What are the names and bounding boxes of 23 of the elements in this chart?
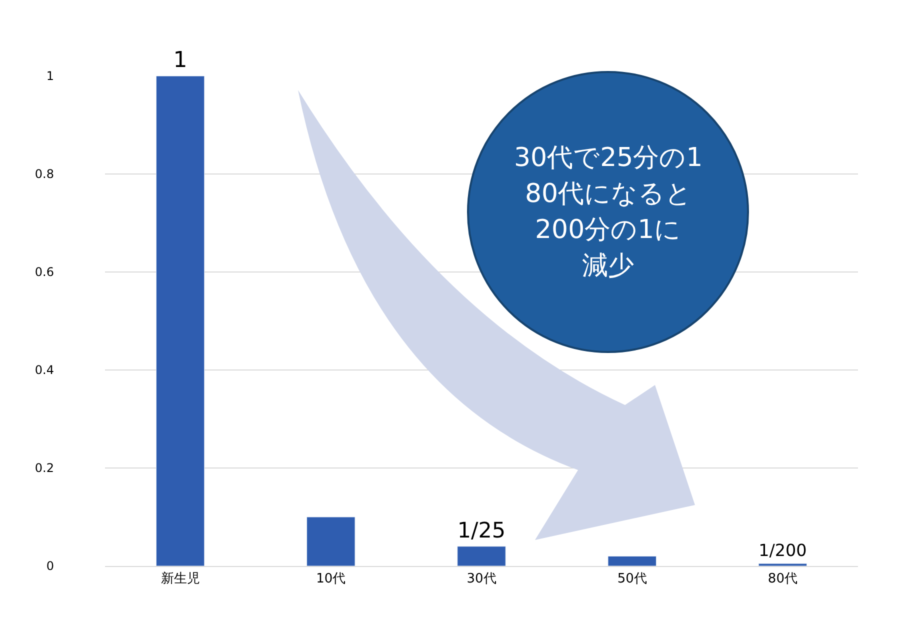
data-label: 1/200 [758,540,807,560]
y-tick-label: 1 [46,69,54,84]
x-tick-label: 80代 [768,572,798,587]
x-tick-label: 10代 [316,572,346,587]
annotation: 30代で25分の1 [514,143,703,173]
y-tick-label: 0 [46,559,54,574]
x-tick-label: 50代 [617,572,647,587]
y-tick-label: 0.4 [34,363,54,378]
annotation: 200分の1に [535,215,682,245]
bar [608,556,656,566]
bar [156,76,205,566]
y-tick-label: 0.2 [34,461,54,476]
bar [457,546,506,566]
bar [306,516,356,566]
x-tick-label: 30代 [466,572,496,587]
bar [758,563,808,566]
y-tick-label: 0.8 [34,167,54,182]
data-label: 1/25 [457,518,506,544]
annotation: 80代になると [525,179,692,209]
data-label: 1 [173,48,188,73]
annotation: 減少 [582,251,634,281]
x-tick-label: 新生児 [160,572,200,587]
y-tick-label: 0.6 [34,265,54,280]
